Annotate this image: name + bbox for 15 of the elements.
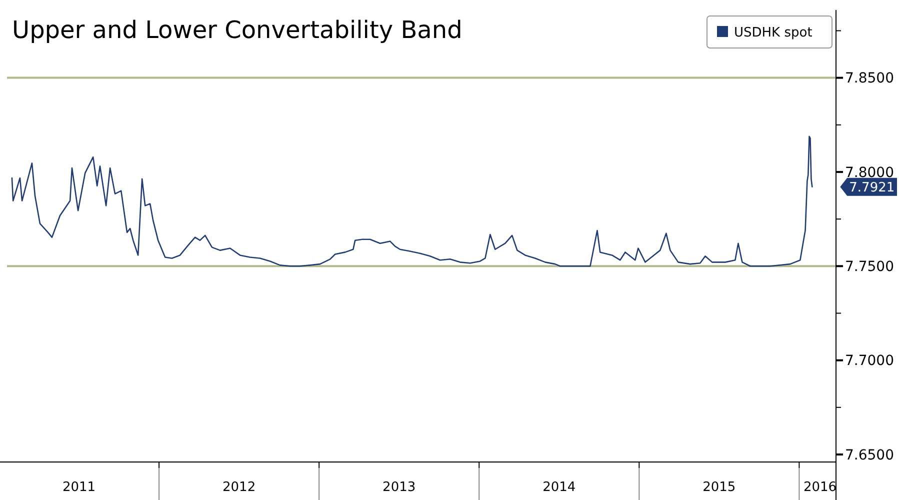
- x-tick-label: 2014: [542, 480, 576, 495]
- annotation: 7.7921: [849, 180, 895, 196]
- x-tick-label: 2012: [222, 480, 256, 495]
- legend-label: USDHK spot: [734, 26, 812, 41]
- x-tick-label: 2016: [803, 480, 837, 495]
- x-tick-label: 2013: [382, 480, 416, 495]
- y-tick-label: 7.8500: [845, 70, 894, 87]
- y-tick-label: 7.7500: [845, 259, 894, 276]
- x-tick-label: 2015: [702, 480, 736, 495]
- chart-title: Upper and Lower Convertability Band: [12, 16, 462, 44]
- y-tick-label: 7.8000: [845, 164, 894, 181]
- x-tick-label: 2011: [62, 480, 96, 495]
- line-series: [11, 136, 813, 267]
- y-tick-label: 7.6500: [845, 447, 894, 464]
- y-tick-label: 7.7000: [845, 353, 894, 370]
